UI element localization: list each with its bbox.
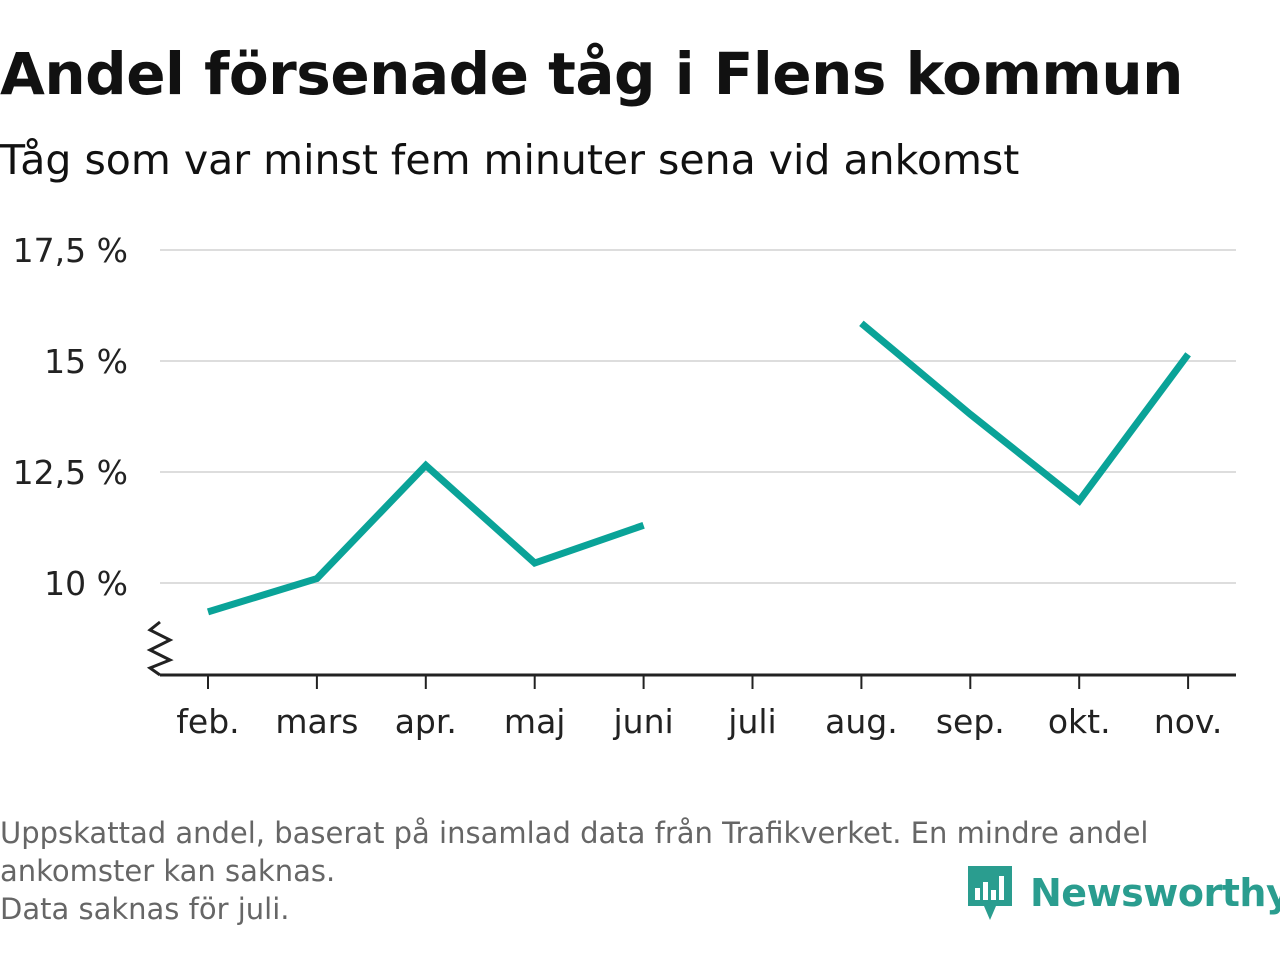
footnote-line-1: Uppskattad andel, baserat på insamlad da… bbox=[0, 816, 1149, 850]
x-tick-label: mars bbox=[275, 702, 358, 741]
y-tick-label: 17,5 % bbox=[13, 231, 128, 270]
footnote-line-3: Data saknas för juli. bbox=[0, 892, 290, 926]
x-tick-label: juni bbox=[613, 702, 674, 741]
y-axis-break-icon bbox=[146, 620, 174, 677]
chart-subtitle: Tåg som var minst fem minuter sena vid a… bbox=[0, 136, 1020, 184]
x-tick-label: nov. bbox=[1154, 702, 1223, 741]
newsworthy-brand: Newsworthy bbox=[964, 862, 1280, 924]
y-tick-label: 12,5 % bbox=[13, 453, 128, 492]
newsworthy-logo-icon bbox=[968, 866, 1012, 920]
x-tick-label: aug. bbox=[825, 702, 898, 741]
x-tick-label: feb. bbox=[176, 702, 239, 741]
series-line bbox=[859, 320, 1191, 506]
chart-title: Andel försenade tåg i Flens kommun bbox=[0, 40, 1183, 108]
x-tick-label: sep. bbox=[936, 702, 1005, 741]
x-tick-label: juli bbox=[727, 702, 776, 741]
y-tick-label: 15 % bbox=[44, 342, 128, 381]
y-tick-label: 10 % bbox=[44, 564, 128, 603]
brand-name: Newsworthy bbox=[1030, 871, 1280, 915]
footnote-line-2: ankomster kan saknas. bbox=[0, 854, 336, 888]
x-tick-label: maj bbox=[504, 702, 566, 741]
x-tick-label: apr. bbox=[395, 702, 457, 741]
series-line bbox=[206, 460, 645, 616]
x-tick-label: okt. bbox=[1048, 702, 1111, 741]
footnote: Uppskattad andel, baserat på insamlad da… bbox=[0, 814, 1270, 928]
